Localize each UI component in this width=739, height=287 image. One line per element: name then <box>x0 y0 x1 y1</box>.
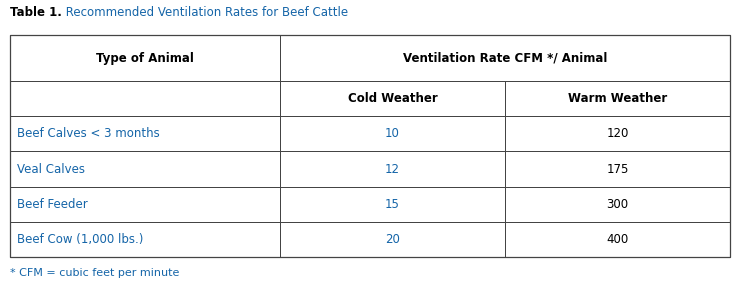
Bar <box>505 81 730 116</box>
Bar <box>10 116 280 152</box>
Bar <box>505 152 730 187</box>
Text: 120: 120 <box>606 127 629 140</box>
Text: Cold Weather: Cold Weather <box>347 92 437 105</box>
Text: Beef Cow (1,000 lbs.): Beef Cow (1,000 lbs.) <box>17 233 143 246</box>
Text: Warm Weather: Warm Weather <box>568 92 667 105</box>
Bar <box>280 81 505 116</box>
Text: Beef Calves < 3 months: Beef Calves < 3 months <box>17 127 160 140</box>
Text: 175: 175 <box>606 162 629 176</box>
Text: 10: 10 <box>385 127 400 140</box>
Text: 20: 20 <box>385 233 400 246</box>
Bar <box>280 187 505 222</box>
Text: Beef Feeder: Beef Feeder <box>17 198 88 211</box>
Text: 15: 15 <box>385 198 400 211</box>
Text: 12: 12 <box>385 162 400 176</box>
Bar <box>10 81 280 116</box>
Bar <box>10 152 280 187</box>
Text: Table 1.: Table 1. <box>10 7 62 20</box>
Text: Ventilation Rate CFM */ Animal: Ventilation Rate CFM */ Animal <box>403 52 607 65</box>
Text: Veal Calves: Veal Calves <box>17 162 85 176</box>
Bar <box>505 187 730 222</box>
Text: 300: 300 <box>607 198 629 211</box>
Bar <box>505 222 730 257</box>
Bar <box>280 116 505 152</box>
Text: Type of Animal: Type of Animal <box>96 52 194 65</box>
Text: Recommended Ventilation Rates for Beef Cattle: Recommended Ventilation Rates for Beef C… <box>62 7 348 20</box>
Text: * CFM = cubic feet per minute: * CFM = cubic feet per minute <box>10 268 180 278</box>
Bar <box>10 35 730 257</box>
Bar <box>10 222 280 257</box>
Bar <box>280 35 730 81</box>
Bar <box>505 116 730 152</box>
Bar <box>10 35 280 81</box>
Bar <box>280 152 505 187</box>
Bar <box>280 222 505 257</box>
Text: 400: 400 <box>607 233 629 246</box>
Bar <box>10 187 280 222</box>
